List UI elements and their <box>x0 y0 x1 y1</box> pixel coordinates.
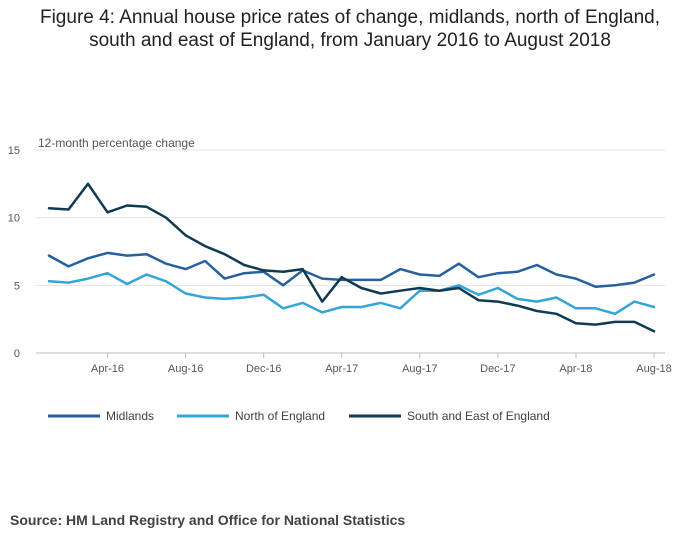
x-tick-label: Aug-17 <box>402 363 437 375</box>
x-tick-label: Dec-16 <box>246 363 281 375</box>
x-tick-label: Apr-17 <box>325 363 358 375</box>
legend-label: North of England <box>235 409 325 423</box>
x-tick-label: Aug-18 <box>636 363 671 375</box>
chart-title-line-1: Figure 4: Annual house price rates of ch… <box>39 7 660 28</box>
legend-label: South and East of England <box>407 409 550 423</box>
y-tick-label: 10 <box>8 213 20 225</box>
x-tick-label: Apr-16 <box>91 363 124 375</box>
y-tick-label: 5 <box>14 280 20 292</box>
series-line-north-of-england <box>47 271 656 316</box>
legend-label: Midlands <box>106 409 154 423</box>
x-tick-label: Dec-17 <box>480 363 515 375</box>
series-line-midlands <box>47 251 656 288</box>
chart-title-line-2: south and east of England, from January … <box>89 30 611 51</box>
source-note: Source: HM Land Registry and Office for … <box>10 512 406 528</box>
series-line-south-and-east-of-england <box>47 182 656 333</box>
y-tick-label: 0 <box>14 348 20 360</box>
x-tick-label: Aug-16 <box>168 363 203 375</box>
y-tick-label: 15 <box>8 145 20 157</box>
y-axis-label: 12-month percentage change <box>38 136 195 150</box>
x-tick-label: Apr-18 <box>559 363 592 375</box>
chart-title: Figure 4: Annual house price rates of ch… <box>10 6 690 52</box>
